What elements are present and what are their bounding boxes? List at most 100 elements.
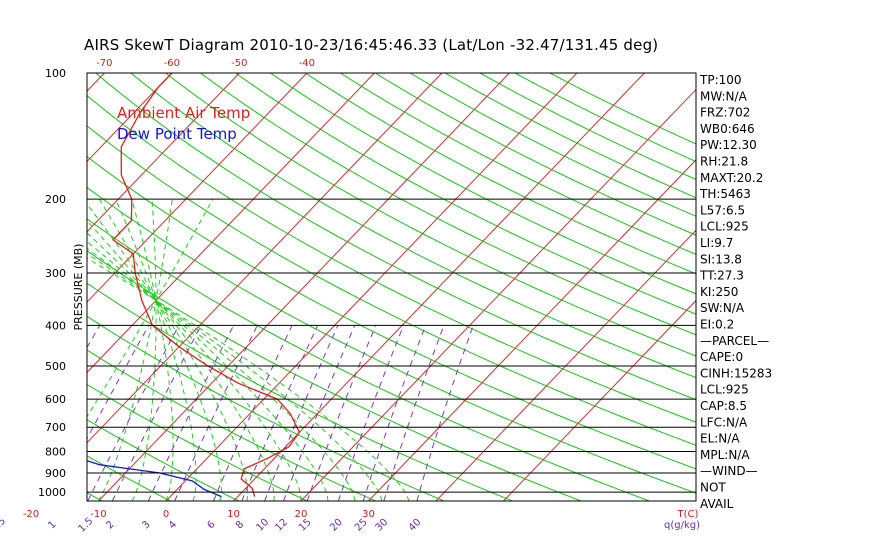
dry-adiabat-line [444, 73, 696, 199]
bottom-temp-tick-label: 20 [295, 509, 308, 520]
bottom-temp-tick-label: 10 [227, 509, 240, 520]
moist-adiabat-line [115, 198, 197, 501]
isotherm-line [435, 229, 696, 501]
pressure-tick-label: 900 [45, 467, 66, 480]
pressure-tick-label: 300 [45, 267, 66, 280]
moist-adiabat-line [98, 199, 173, 501]
pressure-tick-label: 200 [45, 193, 66, 206]
isotherm-line [98, 73, 510, 501]
mixing-ratio-line [264, 325, 339, 501]
dry-adiabat-line [479, 73, 696, 181]
dry-adiabat-line [87, 125, 696, 446]
index-entry: LCL:925 [700, 220, 749, 234]
isotherm-line [165, 73, 578, 501]
legend-entry: Dew Point Temp [117, 125, 237, 143]
index-entry: EL:N/A [700, 432, 740, 446]
index-entry: —WIND— [700, 464, 758, 478]
pressure-tick-label: 800 [45, 446, 66, 459]
dry-adiabat-line [95, 73, 696, 401]
index-entry: SI:13.8 [700, 252, 742, 266]
mixing-ratio-line [283, 325, 356, 501]
index-entry: CINH:15283 [700, 366, 772, 380]
dry-adiabat-line [87, 383, 308, 501]
y-axis-label: PRESSURE (MB) [72, 244, 85, 331]
isotherm-line [368, 159, 696, 501]
isotherm-line [300, 88, 696, 501]
legend-entry: Ambient Air Temp [117, 104, 250, 122]
mixing-ratio-label: 20 [328, 517, 345, 534]
index-entry: L57:6.5 [700, 203, 745, 217]
mixing-ratio-line [0, 325, 40, 501]
index-entry: LCL:925 [700, 383, 749, 397]
x-axis-label: T(C) [677, 509, 699, 520]
dry-adiabat-line [87, 250, 582, 501]
top-temp-tick-label: -70 [96, 58, 112, 69]
top-temp-tick-label: -50 [231, 58, 247, 69]
index-entry: KI:250 [700, 285, 738, 299]
index-entry: RH:21.8 [700, 155, 748, 169]
dry-adiabat-line [130, 73, 696, 379]
dry-adiabat-line [409, 73, 696, 217]
pressure-tick-label: 500 [45, 360, 66, 373]
isotherm-line [87, 73, 105, 92]
index-entry: SW:N/A [700, 301, 745, 315]
dry-adiabat-line [87, 419, 240, 501]
isotherm-line [87, 73, 173, 163]
bottom-temp-tick-label: -20 [23, 509, 39, 520]
mixing-ratio-line [87, 325, 150, 440]
index-entry: TH:5463 [699, 187, 751, 201]
pressure-tick-label: 400 [45, 319, 66, 332]
dry-adiabat-line [87, 315, 445, 501]
mixing-ratio-label: 8 [234, 519, 246, 531]
top-temp-tick-label: -40 [299, 58, 315, 69]
bottom-temp-tick-label: 30 [362, 509, 375, 520]
index-entry: TP:100 [699, 73, 742, 87]
dry-adiabat-line [165, 73, 696, 357]
mixing-ratio-line [111, 325, 202, 501]
bottom-temp-tick-label: 0 [163, 509, 169, 520]
moist-adiabat-line [87, 253, 383, 501]
dry-adiabat-line [235, 73, 696, 315]
isotherm-line [233, 73, 645, 501]
mixing-ratio-label: 40 [407, 517, 424, 534]
dew-point-temp-profile [87, 459, 222, 498]
plot-frame [86, 72, 697, 502]
mixing-ratio-label: 6 [206, 519, 218, 531]
moist-adiabat-line [98, 198, 222, 501]
ambient-air-temp-profile [112, 73, 301, 497]
mixing-ratio-line [306, 325, 377, 501]
mixing-ratio-label: 1 [46, 519, 58, 531]
moist-adiabat-line [87, 203, 249, 501]
mixing-ratio-label: 30 [374, 517, 391, 534]
isotherm-line [87, 73, 240, 233]
index-entry: TT:27.3 [699, 269, 744, 283]
dry-adiabat-line [340, 73, 696, 255]
index-entry: PW:12.30 [700, 138, 757, 152]
index-entry: MAXT:20.2 [700, 171, 763, 185]
chart-title: AIRS SkewT Diagram 2010-10-23/16:45:46.3… [84, 36, 659, 54]
isotherm-line [87, 73, 443, 444]
mixing-ratio-line [362, 325, 427, 501]
index-entry: CAPE:0 [700, 350, 743, 364]
mixing-ratio-label: 2 [104, 519, 116, 531]
dry-adiabat-line [514, 73, 696, 163]
mixing-ratio-label: 0.5 [0, 516, 8, 535]
dry-adiabat-line [87, 155, 696, 470]
index-entry: MPL:N/A [700, 448, 750, 462]
index-entry: —PARCEL— [700, 334, 769, 348]
isotherm-line [87, 73, 375, 374]
isotherm-line [87, 73, 308, 303]
pressure-tick-label: 1000 [38, 486, 66, 499]
index-entry: MW:N/A [700, 89, 748, 103]
moist-adiabat-line [87, 220, 275, 501]
mixing-ratio-line [383, 325, 445, 501]
dry-adiabat-line [87, 186, 696, 494]
dry-adiabat-line [305, 73, 696, 275]
dry-adiabat-line [0, 73, 33, 501]
mixing-ratio-label: 12 [273, 517, 290, 534]
pressure-tick-label: 600 [45, 393, 66, 406]
index-entry: CAP:8.5 [700, 399, 747, 413]
plot-area [0, 73, 696, 501]
moist-adiabat-line [87, 247, 356, 501]
